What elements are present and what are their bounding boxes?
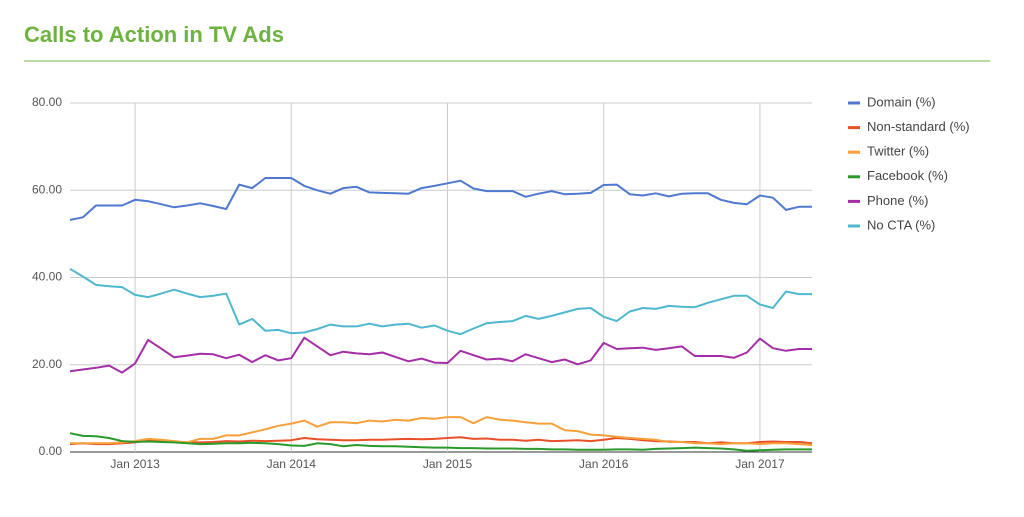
legend-label: Phone (%) xyxy=(867,193,928,208)
legend-label: Domain (%) xyxy=(867,94,936,109)
legend-label: Twitter (%) xyxy=(867,144,929,159)
x-tick-label: Jan 2016 xyxy=(579,457,629,471)
series-line xyxy=(69,336,812,374)
y-tick-label: 60.00 xyxy=(32,182,62,196)
series-line xyxy=(69,432,812,452)
y-tick-label: 0.00 xyxy=(39,444,63,458)
x-tick-label: Jan 2017 xyxy=(735,457,785,471)
y-tick-label: 80.00 xyxy=(32,95,62,109)
x-tick-label: Jan 2013 xyxy=(110,457,160,471)
legend-label: Facebook (%) xyxy=(867,168,948,183)
series-line xyxy=(70,416,813,446)
series-line xyxy=(69,177,812,221)
y-tick-label: 40.00 xyxy=(32,270,62,284)
y-tick-label: 20.00 xyxy=(32,357,62,371)
legend-label: No CTA (%) xyxy=(867,217,935,232)
x-tick-label: Jan 2015 xyxy=(423,457,473,471)
x-tick-label: Jan 2014 xyxy=(267,457,317,471)
legend-label: Non-standard (%) xyxy=(867,119,970,134)
series-line xyxy=(69,267,812,336)
chart-title: Calls to Action in TV Ads xyxy=(24,22,284,47)
